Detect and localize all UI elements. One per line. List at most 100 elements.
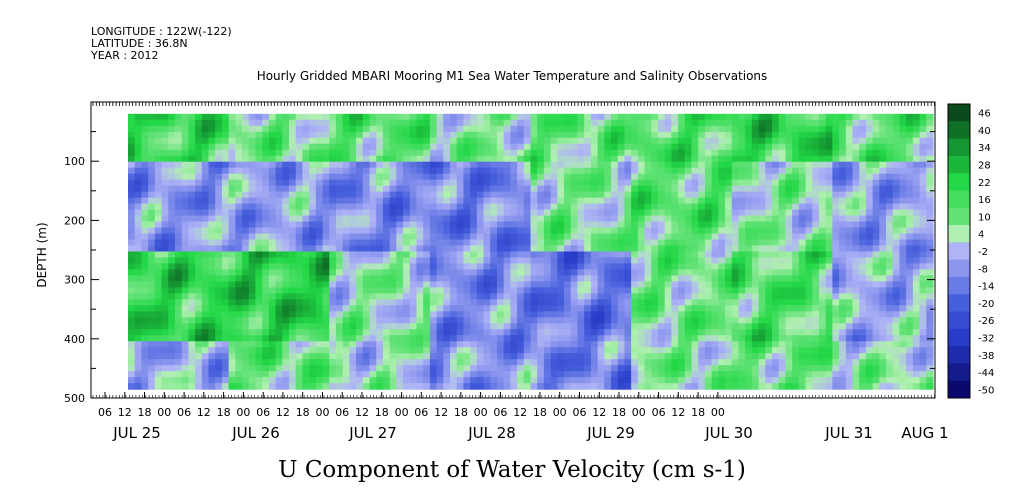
- heatmap-cell: [181, 275, 189, 282]
- heatmap-cell: [651, 185, 659, 193]
- heatmap-cell: [590, 131, 599, 139]
- heatmap-cell: [523, 257, 532, 265]
- heatmap-cell: [530, 245, 538, 253]
- heatmap-cell: [362, 257, 371, 265]
- heatmap-cell: [396, 179, 404, 187]
- heatmap-cell: [315, 221, 324, 229]
- heatmap-cell: [490, 137, 498, 145]
- heatmap-cell: [134, 209, 143, 217]
- heatmap-cell: [443, 251, 451, 259]
- heatmap-cell: [738, 149, 746, 157]
- heatmap-cell: [409, 263, 418, 271]
- heatmap-cell: [128, 215, 136, 223]
- heatmap-cell: [845, 257, 854, 265]
- heatmap-cell: [906, 179, 914, 187]
- heatmap-cell: [906, 341, 914, 348]
- heatmap-cell: [141, 173, 149, 181]
- heatmap-cell: [818, 155, 827, 163]
- heatmap-cell: [208, 113, 216, 121]
- heatmap-cell: [496, 245, 505, 253]
- heatmap-cell: [899, 155, 907, 163]
- heatmap-cell: [818, 149, 827, 157]
- heatmap-cell: [550, 173, 558, 181]
- heatmap-cell: [362, 197, 371, 205]
- heatmap-cell: [335, 281, 344, 288]
- heatmap-cell: [651, 161, 659, 169]
- heatmap-cell: [906, 137, 914, 145]
- heatmap-cell: [684, 215, 693, 223]
- heatmap-cell: [275, 137, 283, 145]
- heatmap-cell: [711, 263, 719, 271]
- heatmap-cell: [181, 293, 189, 300]
- heatmap-cell: [295, 209, 304, 217]
- heatmap-cell: [235, 239, 243, 247]
- heatmap-cell: [879, 335, 887, 342]
- heatmap-cell: [242, 221, 250, 229]
- heatmap-cell: [879, 119, 887, 127]
- heatmap-cell: [335, 173, 344, 181]
- heatmap-cell: [711, 287, 719, 294]
- heatmap-cell: [429, 281, 438, 288]
- heatmap-cell: [805, 227, 813, 235]
- heatmap-cell: [436, 281, 444, 288]
- heatmap-cell: [725, 131, 733, 139]
- heatmap-cell: [751, 269, 760, 277]
- heatmap-cell: [450, 119, 458, 127]
- heatmap-cell: [423, 191, 431, 199]
- heatmap-cell: [342, 311, 350, 318]
- heatmap-cell: [825, 239, 833, 247]
- heatmap-cell: [845, 263, 854, 271]
- heatmap-cell: [403, 275, 411, 282]
- heatmap-cell: [221, 257, 230, 265]
- heatmap-cell: [463, 191, 471, 199]
- heatmap-cell: [879, 299, 887, 306]
- heatmap-cell: [195, 209, 203, 217]
- heatmap-cell: [228, 197, 236, 205]
- heatmap-cell: [362, 293, 371, 300]
- heatmap-cell: [852, 263, 860, 271]
- heatmap-cell: [215, 131, 223, 139]
- heatmap-cell: [691, 269, 699, 277]
- heatmap-cell: [570, 305, 579, 312]
- heatmap-cell: [671, 239, 679, 247]
- heatmap-cell: [295, 143, 304, 151]
- heatmap-cell: [255, 137, 263, 145]
- heatmap-cell: [188, 245, 196, 253]
- heatmap-cell: [349, 179, 357, 187]
- heatmap-cell: [315, 203, 324, 211]
- heatmap-cell: [221, 191, 230, 199]
- heatmap-cell: [852, 191, 860, 199]
- heatmap-cell: [906, 149, 914, 157]
- heatmap-cell: [678, 329, 686, 336]
- heatmap-cell: [315, 335, 324, 342]
- heatmap-cell: [215, 179, 223, 187]
- heatmap-cell: [335, 311, 344, 318]
- heatmap-cell: [537, 281, 545, 288]
- heatmap-cell: [134, 317, 143, 324]
- heatmap-cell: [174, 347, 183, 354]
- heatmap-cell: [657, 227, 666, 235]
- heatmap-cell: [356, 161, 364, 169]
- heatmap-cell: [664, 221, 672, 229]
- heatmap-cell: [289, 155, 297, 163]
- heatmap-cell: [859, 119, 867, 127]
- heatmap-cell: [342, 341, 350, 348]
- heatmap-cell: [543, 125, 552, 133]
- heatmap-cell: [450, 137, 458, 145]
- heatmap-cell: [396, 353, 404, 360]
- heatmap-cell: [450, 149, 458, 157]
- heatmap-cell: [302, 263, 310, 271]
- heatmap-cell: [530, 359, 538, 366]
- heatmap-cell: [919, 341, 927, 348]
- heatmap-cell: [590, 167, 599, 175]
- heatmap-cell: [295, 323, 304, 330]
- heatmap-cell: [181, 197, 189, 205]
- heatmap-cell: [443, 281, 451, 288]
- heatmap-cell: [423, 221, 431, 229]
- heatmap-cell: [859, 185, 867, 193]
- heatmap-cell: [845, 209, 854, 217]
- heatmap-cell: [812, 173, 820, 181]
- heatmap-cell: [423, 305, 431, 312]
- heatmap-cell: [590, 197, 599, 205]
- heatmap-cell: [436, 275, 444, 282]
